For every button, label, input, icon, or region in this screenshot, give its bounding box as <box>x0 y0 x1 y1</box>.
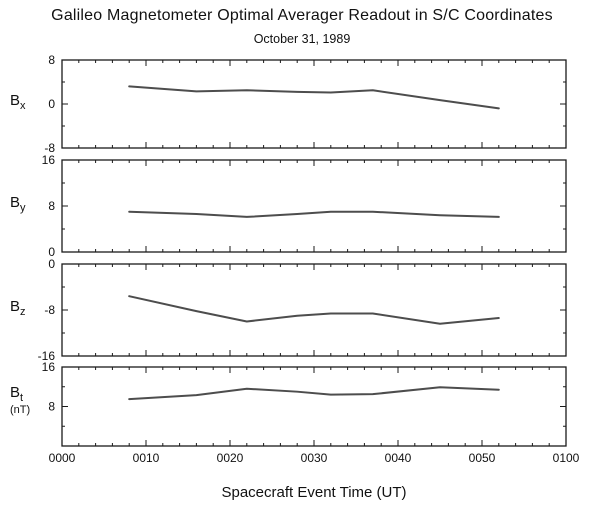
panel-border <box>61 159 567 253</box>
panel-label-sub: z <box>20 306 26 318</box>
panel-label-base: B <box>10 194 21 211</box>
panel-label-sub: y <box>20 202 26 214</box>
series-line-by <box>128 210 500 218</box>
panel-border <box>61 263 567 357</box>
x-tick-label: 0030 <box>301 451 328 465</box>
x-tick-label: 0040 <box>385 451 412 465</box>
y-tick-label: 16 <box>42 360 56 374</box>
chart-title: Galileo Magnetometer Optimal Averager Re… <box>51 7 553 24</box>
series-line-bz <box>128 295 500 325</box>
x-axis-title: Spacecraft Event Time (UT) <box>221 484 407 501</box>
x-tick-label: 0020 <box>217 451 244 465</box>
series-line-bx <box>128 85 500 110</box>
y-tick-label: -16 <box>38 349 56 363</box>
y-tick-label: -8 <box>44 303 55 317</box>
chart-subtitle: October 31, 1989 <box>253 32 351 46</box>
panel-label-bx: Bx <box>10 92 56 112</box>
y-tick-label: 8 <box>48 199 55 213</box>
panel-label-base: B <box>10 298 21 315</box>
panel-border <box>61 366 567 447</box>
panel-label-base: B <box>10 384 21 401</box>
x-tick-label: 0100 <box>553 451 580 465</box>
x-tick-label: 0050 <box>469 451 496 465</box>
y-tick-label: 8 <box>48 400 55 414</box>
panel-border <box>61 59 567 149</box>
y-tick-label: -8 <box>44 141 55 155</box>
panel-label-base: B <box>10 92 21 109</box>
panel-label-by: By <box>10 194 56 214</box>
y-tick-label: 16 <box>42 153 56 167</box>
panel-label-bt: Bt <box>10 384 56 404</box>
y-tick-label: 8 <box>48 53 55 67</box>
panel-units-bt: (nT) <box>10 404 31 416</box>
panel-label-bz: Bz <box>10 298 56 318</box>
x-tick-label: 0000 <box>49 451 76 465</box>
y-tick-label: 0 <box>48 257 55 271</box>
x-tick-label: 0010 <box>133 451 160 465</box>
panel-label-sub: t <box>20 392 24 404</box>
series-line-bt <box>128 386 500 401</box>
y-tick-label: 0 <box>48 245 55 259</box>
panel-label-sub: x <box>20 100 26 112</box>
y-tick-label: 0 <box>48 97 55 111</box>
